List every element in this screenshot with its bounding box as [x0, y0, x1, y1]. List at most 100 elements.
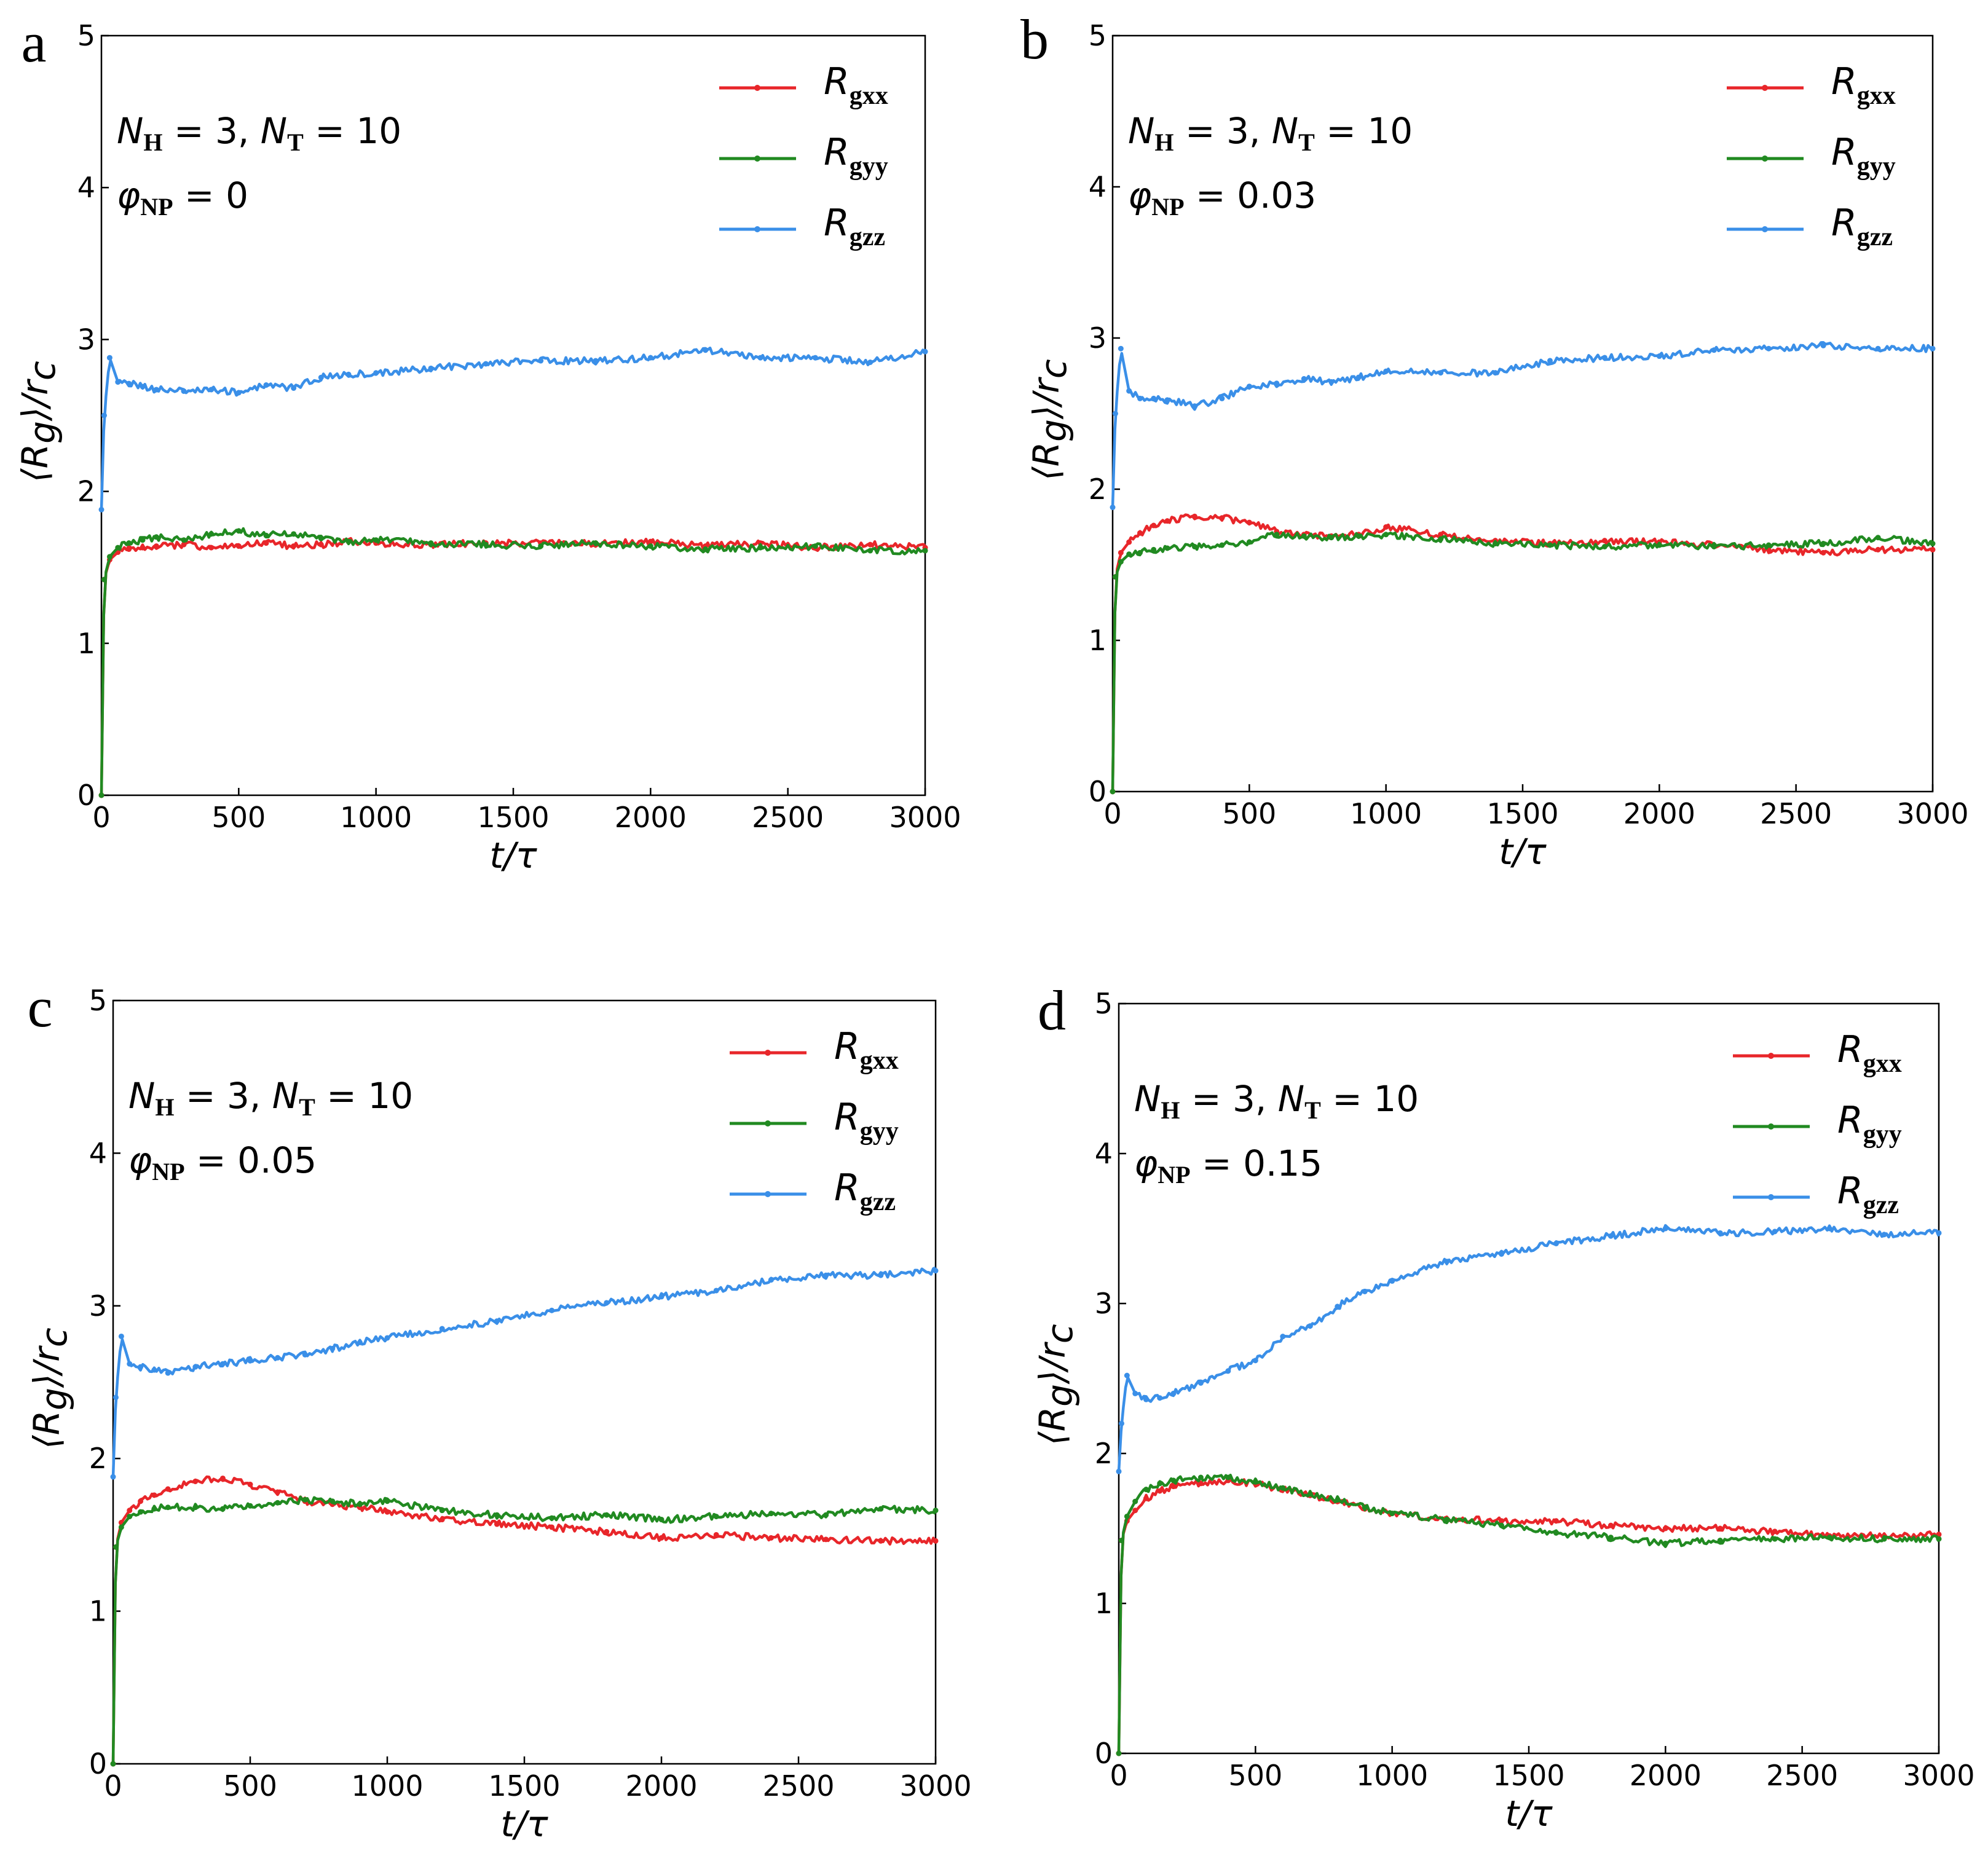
y-tick-label: 0: [77, 779, 95, 812]
data-point-rgyy: [703, 546, 709, 552]
data-point-rgzz: [1132, 1390, 1138, 1396]
data-point-rgzz: [1301, 376, 1307, 382]
data-point-rgzz: [1170, 1390, 1177, 1396]
phi-annotation: φNP = 0: [117, 175, 248, 221]
data-point-rgxx: [1219, 515, 1225, 521]
data-point-rgyy: [153, 534, 159, 540]
data-point-rgxx: [933, 1538, 939, 1544]
data-point-rgyy: [1112, 574, 1118, 580]
data-point-rgyy: [1772, 1536, 1778, 1542]
phi-annotation: φNP = 0.03: [1128, 175, 1316, 221]
x-tick-label: 2500: [762, 1769, 834, 1803]
data-point-rgyy: [1132, 1498, 1138, 1504]
x-tick-label: 1500: [477, 801, 549, 834]
data-point-rgxx: [1197, 1480, 1204, 1487]
y-tick-label: 5: [1089, 19, 1106, 52]
data-point-rgyy: [1499, 1522, 1505, 1528]
data-point-rgyy: [329, 1498, 336, 1504]
x-tick-label: 1000: [340, 801, 412, 834]
data-point-rgyy: [357, 1501, 363, 1508]
x-tick-label: 3000: [889, 801, 961, 834]
data-point-rgyy: [110, 1761, 116, 1767]
data-point-rgzz: [483, 361, 489, 367]
data-point-rgyy: [1124, 1513, 1130, 1519]
data-point-rgzz: [1219, 395, 1225, 401]
data-point-rgxx: [647, 538, 653, 545]
legend-marker-rgxx: [1762, 85, 1768, 91]
data-point-rgyy: [1280, 1485, 1286, 1491]
x-tick-label: 2500: [752, 801, 824, 834]
data-point-rgxx: [713, 1532, 719, 1538]
data-point-rgyy: [138, 1509, 144, 1515]
series-line-rgxx: [1111, 513, 1934, 792]
data-point-rgxx: [1875, 546, 1881, 552]
data-point-rgyy: [1765, 542, 1772, 548]
y-tick-label: 4: [1095, 1137, 1113, 1170]
data-point-rgzz: [768, 1277, 774, 1283]
data-point-rgxx: [604, 1528, 610, 1535]
data-point-rgyy: [219, 1506, 226, 1512]
data-point-rgzz: [922, 348, 928, 355]
data-point-rgzz: [263, 382, 269, 388]
x-tick-label: 0: [104, 1769, 122, 1803]
data-point-rgyy: [373, 537, 379, 543]
data-point-rgzz: [703, 347, 709, 353]
data-point-rgyy: [1197, 1474, 1204, 1480]
series-line-rgzz: [1117, 1224, 1941, 1472]
data-point-rgzz: [151, 1367, 157, 1373]
data-point-rgzz: [1355, 374, 1362, 380]
data-point-rgzz: [1717, 1230, 1723, 1236]
data-point-rgzz: [1711, 347, 1717, 353]
x-tick-label: 2000: [1630, 1759, 1702, 1792]
data-point-rgyy: [1252, 1479, 1258, 1485]
data-point-rgzz: [1118, 1420, 1124, 1426]
data-point-rgzz: [126, 380, 132, 387]
data-point-rgyy: [165, 1504, 171, 1511]
legend-marker-rgzz: [754, 226, 760, 232]
chart-panel-d: d 0 500 1000 1500 2000 2500 3000 0 1 2 3 4 5 t/τ ⟨Rg⟩/r…: [994, 928, 1988, 1856]
data-point-rgyy: [1219, 542, 1225, 548]
series-line-rgzz: [100, 346, 926, 510]
phi-annotation: φNP = 0.05: [128, 1139, 317, 1186]
series-line-rgzz: [111, 1266, 936, 1477]
y-tick-label: 5: [1095, 987, 1113, 1020]
data-point-rgyy: [208, 531, 215, 537]
data-point-rgzz: [106, 355, 112, 361]
y-tick-label: 4: [1089, 170, 1106, 203]
data-point-rgxx: [208, 545, 215, 551]
data-point-rgzz: [98, 506, 105, 513]
legend-label-rgxx: Rgxx: [834, 1025, 899, 1075]
y-tick-label: 2: [77, 475, 95, 508]
params-annotation: NH = 3, NT = 10: [1128, 110, 1413, 156]
data-point-rgzz: [1112, 411, 1118, 417]
legend-marker-rgxx: [765, 1050, 771, 1056]
data-point-rgzz: [1936, 1230, 1942, 1236]
data-point-rgyy: [823, 1512, 829, 1518]
chart-svg-b: b 0 500 1000 1500 2000 2500 3000 0 1 2 3 4 5 t/τ ⟨Rg⟩/r…: [1020, 8, 1969, 873]
data-point-rgzz: [1246, 383, 1252, 390]
legend-marker-rgyy: [754, 155, 760, 162]
data-point-rgxx: [263, 540, 269, 546]
data-point-rgzz: [823, 1272, 829, 1278]
legend-label-rgxx: Rgxx: [824, 60, 888, 110]
data-point-rgxx: [823, 1536, 829, 1543]
data-point-rgxx: [439, 1517, 445, 1523]
data-point-rgxx: [126, 546, 132, 552]
data-point-rgxx: [127, 1508, 133, 1514]
data-point-rgxx: [1164, 518, 1170, 524]
data-point-rgzz: [1438, 370, 1444, 376]
data-point-rgzz: [1143, 1396, 1149, 1402]
data-point-rgzz: [1601, 355, 1607, 361]
legend-marker-rgzz: [1762, 226, 1768, 232]
data-point-rgzz: [878, 1272, 884, 1278]
data-point-rgyy: [1717, 1538, 1723, 1544]
data-point-rgyy: [604, 1512, 610, 1518]
data-point-rgzz: [345, 371, 352, 377]
data-point-rgyy: [1307, 1491, 1313, 1497]
data-point-rgyy: [1930, 541, 1936, 547]
data-point-rgyy: [275, 1500, 281, 1506]
data-point-rgzz: [247, 1358, 253, 1364]
data-point-rgyy: [593, 540, 599, 546]
data-point-rgzz: [1389, 1278, 1395, 1284]
data-point-rgyy: [483, 541, 489, 548]
